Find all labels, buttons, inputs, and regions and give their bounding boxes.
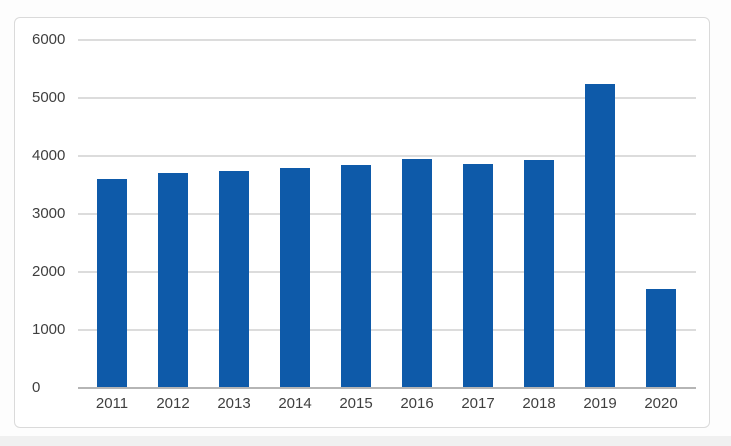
- y-axis-tick-label: 1000: [32, 321, 66, 338]
- bar-2012: [158, 173, 188, 387]
- x-axis-tick-label: 2012: [156, 395, 190, 412]
- gridline: [78, 155, 696, 157]
- bar-2017: [463, 164, 493, 387]
- y-axis-tick-label: 0: [32, 379, 41, 396]
- x-axis-tick-label: 2017: [461, 395, 495, 412]
- x-axis-line: [78, 387, 696, 389]
- x-axis-tick-label: 2019: [583, 395, 617, 412]
- gridline: [78, 39, 696, 41]
- y-axis-tick-label: 2000: [32, 263, 66, 280]
- gridline: [78, 329, 696, 331]
- x-axis-tick-label: 2013: [217, 395, 251, 412]
- bar-2013: [219, 170, 249, 387]
- y-axis-tick-label: 4000: [32, 147, 66, 164]
- gridline: [78, 271, 696, 273]
- bar-2019: [585, 83, 615, 387]
- gridline: [78, 213, 696, 215]
- x-axis-tick-label: 2018: [522, 395, 556, 412]
- x-axis-tick-label: 2011: [95, 395, 129, 412]
- gridline: [78, 97, 696, 99]
- page-bottom-edge: [0, 436, 731, 446]
- bar-2018: [524, 160, 554, 387]
- bar-2015: [341, 164, 371, 387]
- x-axis-tick-label: 2016: [400, 395, 434, 412]
- bar-2020: [646, 289, 676, 387]
- x-axis-tick-label: 2015: [339, 395, 373, 412]
- bar-2016: [402, 158, 432, 387]
- bar-2011: [97, 179, 127, 387]
- x-axis-tick-label: 2014: [278, 395, 312, 412]
- y-axis-tick-label: 5000: [32, 89, 66, 106]
- y-axis-tick-label: 3000: [32, 205, 66, 222]
- bar-2014: [280, 167, 310, 387]
- x-axis-tick-label: 2020: [644, 395, 678, 412]
- y-axis-tick-label: 6000: [32, 31, 66, 48]
